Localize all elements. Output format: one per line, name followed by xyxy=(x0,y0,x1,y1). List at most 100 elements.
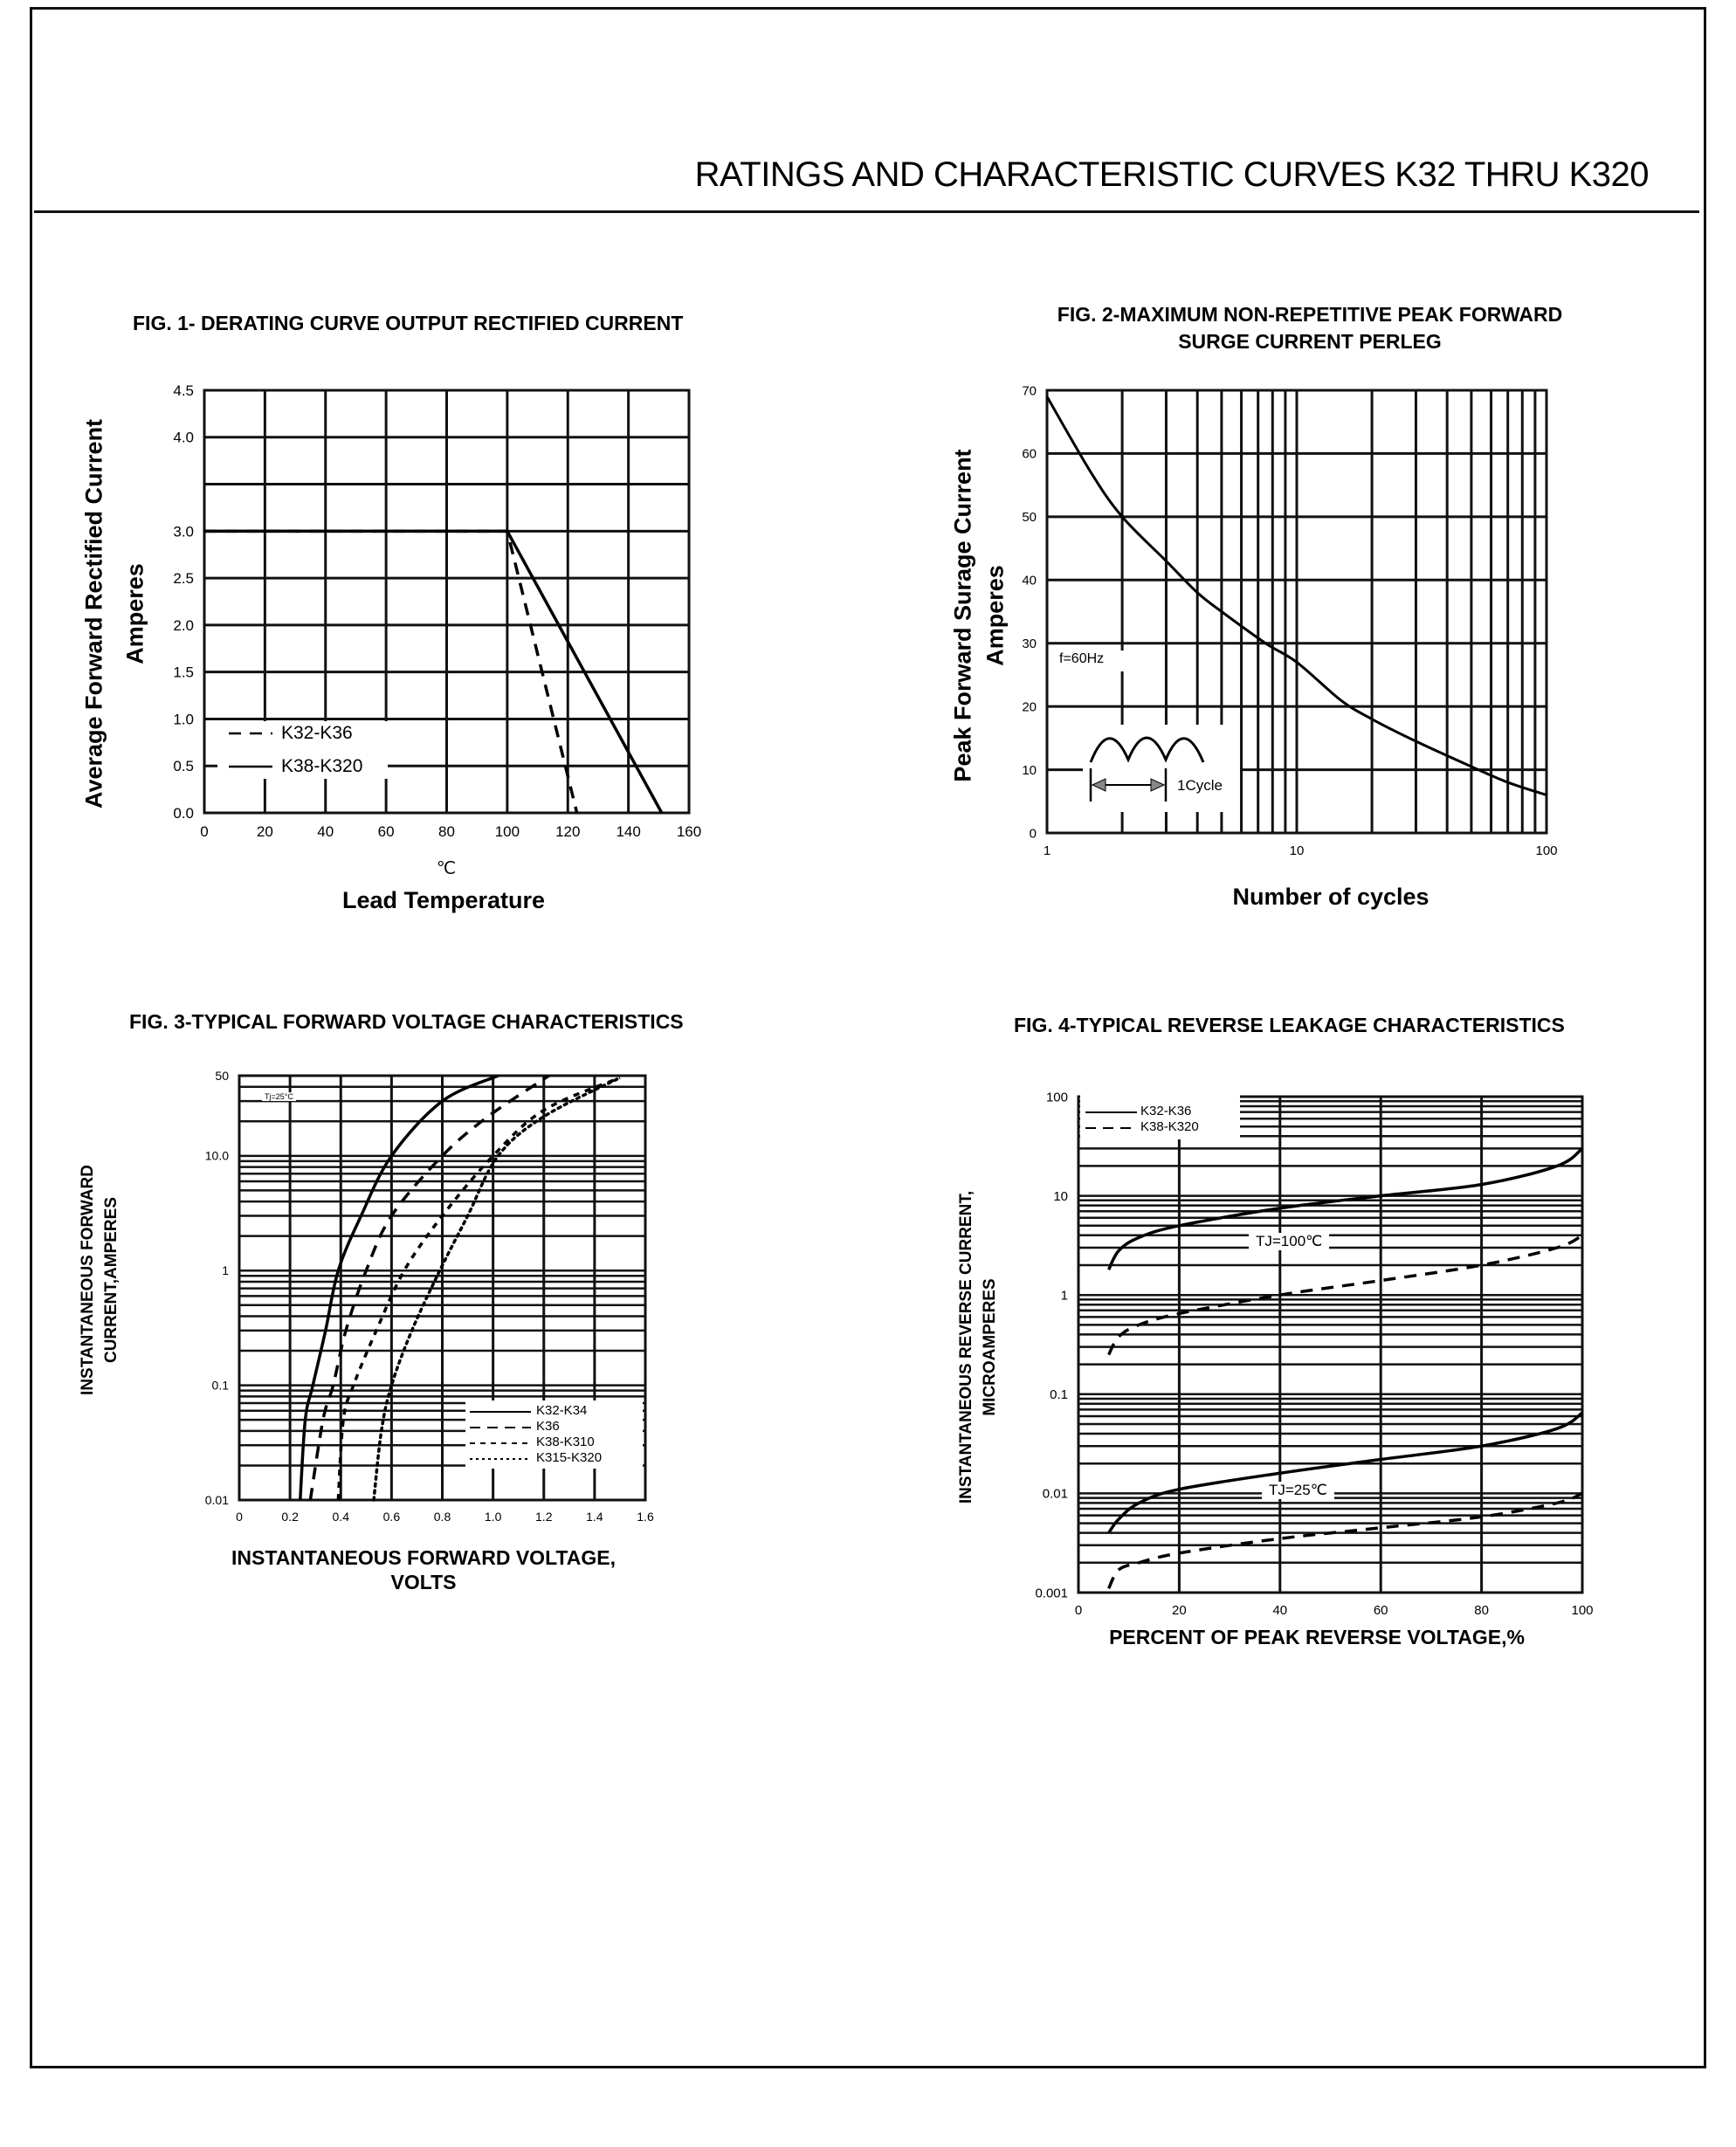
x-tick-label: 80 xyxy=(438,823,455,840)
fig2-x-axis-label: Number of cycles xyxy=(1232,884,1429,910)
x-tick-label: 80 xyxy=(1474,1603,1489,1618)
series-line-k38-k320-1 xyxy=(1107,1234,1583,1356)
x-tick-label: 0 xyxy=(1075,1603,1082,1618)
x-tick-label: 100 xyxy=(1535,843,1557,858)
x-tick-label: 0.6 xyxy=(383,1510,401,1524)
x-tick-label: 40 xyxy=(1272,1603,1287,1618)
fig4-chart: 0 20 40 60 80 100 0.001 0.01 0.1 1 10 100 xyxy=(1035,1090,1593,1618)
x-tick-label: 160 xyxy=(677,823,701,840)
legend-background xyxy=(217,721,388,779)
fig1-legend-label-1: K38-K320 xyxy=(281,756,363,776)
x-tick-label: 0.8 xyxy=(434,1510,451,1524)
fig3-legend-label-1: K36 xyxy=(536,1419,560,1434)
series-line-k38-k310 xyxy=(336,1076,621,1501)
fig3-legend-label-0: K32-K34 xyxy=(536,1403,588,1418)
fig4-title: FIG. 4-TYPICAL REVERSE LEAKAGE CHARACTER… xyxy=(1014,1014,1565,1036)
y-tick-label: 4.5 xyxy=(173,382,194,399)
y-tick-label: 1.0 xyxy=(173,711,194,727)
x-tick-label: 0.4 xyxy=(333,1510,350,1524)
series-line-k38-k320 xyxy=(204,529,664,814)
fig4-legend-label-1: K38-K320 xyxy=(1140,1119,1199,1134)
fig2-title: FIG. 2-MAXIMUM NON-REPETITIVE PEAK FORWA… xyxy=(1004,301,1615,355)
y-tick-label: 2.5 xyxy=(173,570,194,587)
grid xyxy=(1077,1095,1584,1594)
y-tick-label: 0 xyxy=(1030,826,1037,841)
fig3-y-axis-label-2: CURRENT,AMPERES xyxy=(102,1196,121,1364)
x-tick-label: 0.2 xyxy=(281,1510,299,1524)
series-line-k315-k320 xyxy=(372,1076,622,1502)
y-tick-label: 0.001 xyxy=(1035,1586,1068,1600)
y-tick-label: 0.1 xyxy=(212,1379,230,1393)
fig3-title: FIG. 3-TYPICAL FORWARD VOLTAGE CHARACTER… xyxy=(129,1010,684,1033)
fig1-chart: 0 20 40 60 80 100 120 140 160 0.0 0.5 1.0 1.5 2.0 2.5 3… xyxy=(173,382,701,840)
fig2-cycle-note: 1Cycle xyxy=(1177,777,1223,794)
fig2-y-axis-label: Peak Forward Surage Current xyxy=(949,449,976,782)
fig2-title-line2: SURGE CURRENT PERLEG xyxy=(1178,330,1442,353)
y-tick-label: 10 xyxy=(1022,763,1037,778)
fig2-frequency-note: f=60Hz xyxy=(1059,651,1105,667)
fig3-legend-labels: K32-K34 K36 K38-K310 K315-K320 xyxy=(536,1403,602,1466)
x-tick-label: 1.4 xyxy=(586,1510,603,1524)
fig3-x-axis-label-line1: INSTANTANEOUS FORWARD VOLTAGE, xyxy=(231,1546,616,1569)
series-line-curve xyxy=(1045,396,1547,796)
fig3-chart: 0 0.2 0.4 0.6 0.8 1.0 1.2 1.4 1.6 0.01 0.1 1 10.0 50 xyxy=(205,1069,654,1524)
y-tick-label: 40 xyxy=(1022,574,1037,588)
y-tick-label: 10 xyxy=(1053,1189,1068,1204)
y-tick-label: 0.01 xyxy=(205,1493,229,1507)
x-tick-label: 10 xyxy=(1290,843,1305,858)
y-tick-label: 100 xyxy=(1046,1090,1068,1104)
x-tick-label: 0 xyxy=(236,1510,243,1524)
fig1-y-axis-label: Average Forward Rectified Current xyxy=(80,418,107,809)
x-tick-label: 120 xyxy=(555,823,580,840)
fig4-y-axis-label: INSTANTANEOUS REVERSE CURRENT, xyxy=(957,1190,975,1504)
y-tick-label: 70 xyxy=(1022,383,1037,398)
series-line-k36 xyxy=(308,1074,550,1501)
header-divider xyxy=(34,210,1699,213)
fig2-chart: 1 10 100 0 10 20 30 40 50 60 70 xyxy=(1022,383,1557,858)
plot-frame xyxy=(203,389,691,815)
y-tick-label: 3.0 xyxy=(173,523,194,540)
y-tick-label: 50 xyxy=(1022,510,1037,525)
x-tick-label: 100 xyxy=(495,823,520,840)
y-tick-label: 1 xyxy=(1061,1288,1068,1303)
x-tick-label: 1 xyxy=(1044,843,1051,858)
fig4-tj100-label: TJ=100℃ xyxy=(1249,1233,1330,1250)
fig1-title: FIG. 1- DERATING CURVE OUTPUT RECTIFIED … xyxy=(133,312,684,334)
y-tick-label: 30 xyxy=(1022,637,1037,651)
legend-background xyxy=(1080,1091,1240,1139)
fig1-y-axis-unit: Amperes xyxy=(121,563,148,664)
y-tick-label: 1.5 xyxy=(173,664,194,681)
fig3-legend-label-2: K38-K310 xyxy=(536,1435,595,1449)
fig3-y-axis-label: INSTANTANEOUS FORWARD xyxy=(79,1165,97,1395)
sine-wave-icon xyxy=(1089,736,1205,802)
x-tick-label: 20 xyxy=(1172,1603,1187,1618)
series-line-k32-k36-0 xyxy=(1107,1146,1584,1271)
x-tick-label: 40 xyxy=(317,823,334,840)
fig3-legend-label-3: K315-K320 xyxy=(536,1450,603,1465)
fig4-tj25-label: TJ=25℃ xyxy=(1262,1482,1334,1499)
y-tick-label: 2.0 xyxy=(173,617,194,634)
y-tick-label: 0.0 xyxy=(173,805,194,822)
fig4-y-axis-label-2: MICROAMPERES xyxy=(981,1278,999,1416)
fig1-x-axis-label: Lead Temperature xyxy=(341,887,546,913)
series-line-k32-k34 xyxy=(299,1074,499,1501)
fig3-x-axis-label: INSTANTANEOUS FORWARD VOLTAGE, VOLTS xyxy=(231,1545,616,1594)
x-tick-label: 20 xyxy=(257,823,273,840)
y-tick-label: 0.5 xyxy=(173,758,194,774)
x-tick-label: 60 xyxy=(1374,1603,1388,1618)
x-tick-label: 1.0 xyxy=(485,1510,502,1524)
fig2-y-axis-unit: Amperes xyxy=(982,565,1009,666)
x-tick-label: 140 xyxy=(616,823,640,840)
y-tick-label: 4.0 xyxy=(173,430,194,446)
x-tick-label: 0 xyxy=(200,823,208,840)
fig1-legend-label-0: K32-K36 xyxy=(281,723,353,743)
fig3-condition-label: Tj=25°C xyxy=(262,1092,296,1101)
fig2-title-line1: FIG. 2-MAXIMUM NON-REPETITIVE PEAK FORWA… xyxy=(1057,303,1563,326)
y-tick-label: 50 xyxy=(215,1069,229,1083)
page-title: RATINGS AND CHARACTERISTIC CURVES K32 TH… xyxy=(694,155,1650,194)
y-tick-label: 10.0 xyxy=(205,1149,229,1163)
y-tick-label: 60 xyxy=(1022,447,1037,462)
x-tick-label: 1.6 xyxy=(637,1510,654,1524)
plot-frame xyxy=(238,1074,647,1502)
